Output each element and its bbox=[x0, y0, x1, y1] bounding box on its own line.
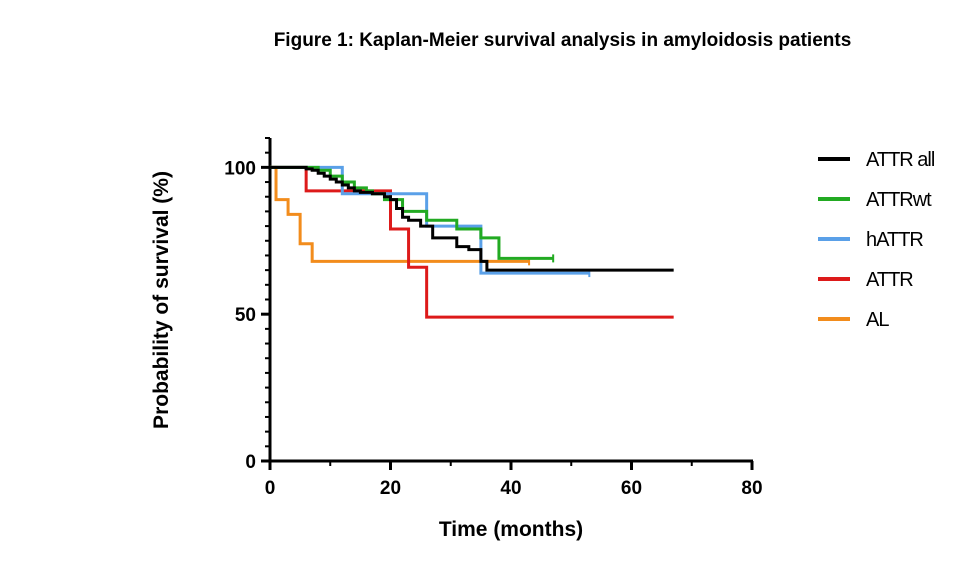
legend-label: hATTR bbox=[866, 229, 923, 251]
chart-title: Figure 1: Kaplan-Meier survival analysis… bbox=[273, 30, 852, 51]
legend-item: ATTR bbox=[818, 269, 914, 291]
legend-item: ATTRwt bbox=[818, 189, 933, 211]
x-tick-label: 40 bbox=[500, 478, 521, 499]
series-layer bbox=[270, 165, 674, 319]
series-line bbox=[270, 165, 674, 319]
legend-item: hATTR bbox=[818, 229, 924, 251]
x-tick-label: 20 bbox=[380, 478, 401, 499]
legend-label: ATTRwt bbox=[866, 189, 932, 211]
legend-item: AL bbox=[818, 309, 890, 331]
x-tick-label: 0 bbox=[265, 478, 276, 499]
legend-item: ATTR all bbox=[818, 149, 936, 171]
x-axis-title: Time (months) bbox=[439, 518, 583, 541]
y-tick-label: 100 bbox=[224, 158, 256, 179]
legend-label: ATTR all bbox=[866, 149, 935, 171]
x-tick-label: 80 bbox=[741, 478, 762, 499]
series-line bbox=[270, 165, 674, 272]
y-tick-label: 0 bbox=[245, 452, 256, 473]
y-axis-title: Probability of survival (%) bbox=[150, 171, 173, 429]
x-tick-label: 60 bbox=[621, 478, 642, 499]
legend-label: ATTR bbox=[866, 269, 913, 291]
series-line bbox=[270, 165, 530, 263]
legend: ATTR all ATTRwt hATTR ATTR AL bbox=[818, 149, 936, 331]
axes: 0 50 100 0 20 40 60 80 bbox=[224, 137, 763, 499]
legend-label: AL bbox=[866, 309, 889, 331]
y-tick-label: 50 bbox=[235, 305, 256, 326]
